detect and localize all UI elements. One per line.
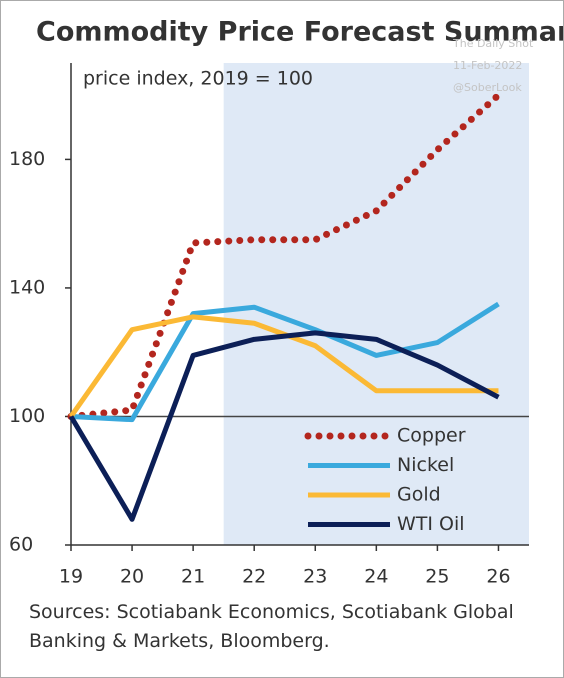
x-tick-label: 25 <box>425 566 449 588</box>
x-tick-label: 19 <box>59 566 83 588</box>
chart: Commodity Price Forecast Summary The Dai… <box>9 17 563 588</box>
series-line <box>67 91 502 420</box>
forecast-region <box>223 63 529 545</box>
x-tick-label: 22 <box>242 566 266 588</box>
legend-label: Nickel <box>397 454 454 476</box>
watermark: The Daily Shot <box>452 37 534 50</box>
y-tick-label: 180 <box>9 148 45 170</box>
series-line <box>68 330 500 522</box>
source: Sources: Scotiabank Economics, Scotiaban… <box>29 601 514 652</box>
x-tick-label: 20 <box>120 566 144 588</box>
x-tick-label: 24 <box>364 566 388 588</box>
x-tick-label: 21 <box>181 566 205 588</box>
legend-label: WTI Oil <box>397 513 465 535</box>
chart-title: Commodity Price Forecast Summary <box>36 17 563 48</box>
y-tick-label: 140 <box>9 276 45 298</box>
series-line <box>70 301 500 423</box>
x-tick-label: 26 <box>486 566 510 588</box>
legend-label: Gold <box>397 484 441 506</box>
watermark: @SoberLook <box>453 81 522 94</box>
axis-annotation: price index, 2019 = 100 <box>83 68 313 90</box>
y-tick-label: 60 <box>9 534 33 556</box>
legend-label: Copper <box>397 425 466 447</box>
x-tick-label: 23 <box>303 566 327 588</box>
y-tick-label: 100 <box>9 405 45 427</box>
watermark: 11-Feb-2022 <box>453 59 522 72</box>
